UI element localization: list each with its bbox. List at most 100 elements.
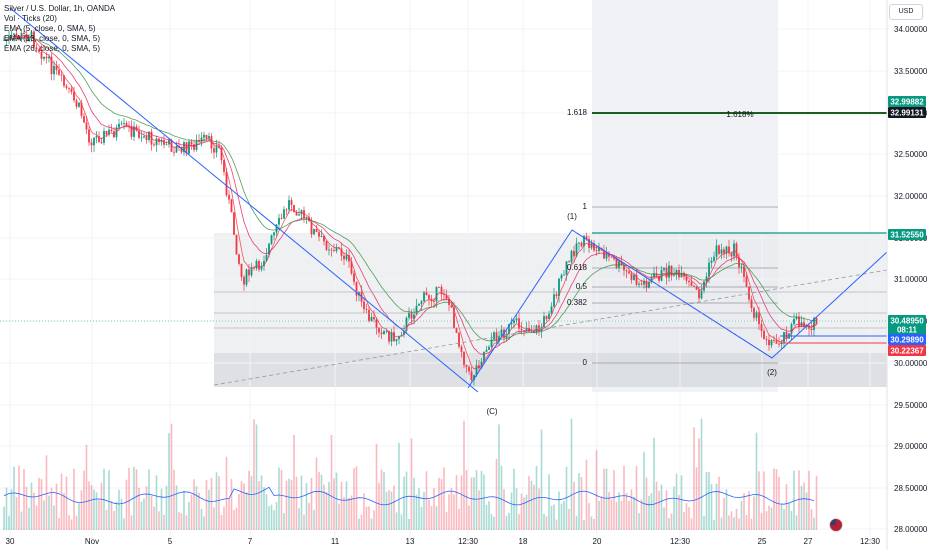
volume-bar: [710, 484, 713, 530]
volume-bar: [490, 514, 493, 530]
volume-bar: [365, 506, 368, 530]
volume-bar: [330, 434, 333, 530]
volume-bar: [663, 507, 665, 530]
time-tick-label: 5: [168, 537, 173, 546]
volume-bar: [425, 471, 428, 530]
price-tag: [888, 334, 926, 345]
volume-bar: [305, 483, 308, 530]
candle-body: [3, 39, 5, 41]
candle-body: [645, 280, 648, 288]
candle-body: [560, 275, 563, 279]
volume-bar: [485, 505, 488, 530]
candle-body: [315, 229, 318, 233]
volume-bar: [118, 489, 120, 530]
volume-bar: [493, 516, 495, 530]
volume-bar: [290, 480, 293, 530]
us-flag-icon[interactable]: [829, 518, 843, 532]
candle-body: [703, 281, 705, 291]
candle-body: [108, 129, 110, 135]
candle-body: [780, 343, 783, 345]
candle-body: [70, 88, 73, 92]
candle-body: [655, 273, 658, 277]
volume-bar: [360, 514, 363, 530]
candle-body: [238, 254, 240, 264]
volume-bar: [135, 469, 138, 530]
volume-bar: [513, 468, 515, 530]
candle-body: [85, 122, 88, 130]
volume-bar: [98, 499, 100, 530]
volume-bar: [543, 513, 545, 530]
candle-body: [58, 69, 60, 75]
candle-body: [793, 318, 795, 325]
volume-bar: [353, 468, 355, 530]
candle-body: [735, 243, 738, 258]
volume-bar: [83, 470, 85, 530]
candle-body: [183, 142, 185, 153]
volume-bar: [28, 507, 30, 530]
candle-body: [688, 280, 690, 283]
candle-body: [145, 136, 148, 141]
volume-bar: [188, 501, 190, 530]
candle-body: [90, 142, 93, 146]
candle-body: [528, 327, 530, 332]
candle-body: [388, 330, 390, 342]
candle-body: [563, 274, 565, 276]
volume-bar: [165, 485, 168, 530]
candle-body: [30, 31, 33, 39]
volume-bar: [168, 433, 170, 530]
wave-path-line[interactable]: [467, 229, 888, 389]
candle-body: [100, 142, 103, 144]
candle-body: [215, 146, 218, 153]
candle-body: [440, 286, 443, 295]
volume-bar: [178, 512, 180, 530]
candle-body: [633, 274, 635, 280]
candle-body: [613, 257, 615, 259]
fib-level-label: 0.618: [567, 263, 588, 272]
volume-bar: [228, 498, 230, 530]
volume-bar: [268, 506, 270, 530]
candle-body: [538, 325, 540, 332]
volume-bar: [508, 512, 510, 530]
currency-button[interactable]: USD: [889, 4, 923, 20]
candle-body: [398, 336, 400, 340]
volume-bar: [783, 509, 785, 530]
ema-26-line: [3, 37, 817, 342]
volume-bar: [383, 471, 385, 530]
candle-body: [48, 56, 50, 59]
candle-body: [110, 129, 113, 132]
volume-bar: [738, 518, 740, 530]
candle-body: [500, 329, 503, 336]
volume-bar: [688, 507, 690, 530]
candle-body: [235, 234, 238, 255]
volume-bar: [85, 444, 88, 530]
legend-ema-13: EMA (13, close, 0, SMA, 5): [4, 34, 101, 43]
candle-body: [773, 340, 775, 341]
volume-bar: [153, 506, 155, 530]
candle-body: [270, 235, 273, 244]
candle-body: [15, 33, 18, 37]
candle-body: [685, 276, 688, 281]
volume-bar: [798, 470, 800, 530]
candle-body: [575, 243, 578, 257]
candle-body: [250, 267, 253, 276]
price-tag-label: 32.99131: [890, 109, 924, 118]
volume-bar: [248, 470, 250, 530]
candle-body: [105, 131, 108, 135]
dashed-trend-line[interactable]: [213, 269, 888, 386]
candle-body: [280, 217, 283, 219]
candle-body: [373, 317, 375, 320]
volume-bar: [698, 438, 700, 530]
volume-bar: [230, 478, 233, 530]
volume-bar: [113, 511, 115, 530]
volume-bar: [160, 488, 163, 530]
candle-body: [130, 125, 133, 137]
candle-body: [415, 305, 418, 315]
candle-body: [580, 242, 583, 247]
candle-body: [173, 151, 175, 153]
volume-bar: [755, 432, 758, 530]
volume-bar: [695, 467, 698, 530]
volume-bar: [785, 484, 788, 530]
candle-body: [343, 255, 345, 260]
candle-body: [465, 364, 468, 367]
